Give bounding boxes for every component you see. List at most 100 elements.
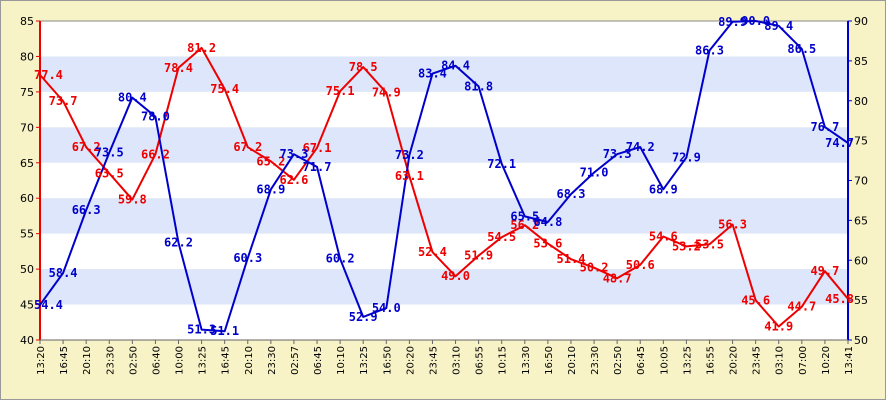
x-tick-label: 20:20 [405, 346, 416, 375]
x-tick-label: 20:10 [244, 346, 255, 375]
right-tick-label: 55 [854, 294, 868, 307]
data-label-series-2: 60.2 [326, 252, 355, 266]
data-label-series-2: 51.3 [187, 323, 216, 337]
x-tick-label: 03:10 [775, 346, 786, 375]
data-label-series-2: 64.8 [533, 215, 562, 229]
x-tick-label: 06:45 [313, 346, 324, 375]
grid-band [40, 91, 848, 128]
x-tick-label: 13:20 [36, 346, 47, 375]
data-label-series-1: 74.9 [372, 86, 401, 100]
x-tick-label: 23:30 [590, 346, 601, 375]
data-label-series-1: 53.6 [533, 237, 562, 251]
right-tick-label: 65 [854, 214, 868, 227]
data-label-series-1: 56.2 [510, 218, 539, 232]
x-tick-label: 10:00 [175, 346, 186, 375]
data-label-series-2: 90.0 [741, 14, 770, 28]
data-label-series-1: 63.1 [395, 169, 424, 183]
data-label-series-1: 53.5 [695, 237, 724, 251]
grid-band [40, 269, 848, 305]
data-label-series-1: 53.2 [672, 239, 701, 253]
data-label-series-2: 73.2 [395, 148, 424, 162]
data-label-series-1: 50.2 [580, 261, 609, 275]
data-label-series-1: 49.0 [441, 269, 470, 283]
data-label-series-1: 81.2 [187, 41, 216, 55]
data-label-series-1: 49.7 [810, 264, 839, 278]
data-label-series-1: 78.4 [164, 61, 193, 75]
data-label-series-1: 62.6 [279, 173, 308, 187]
data-label-series-2: 72.1 [487, 157, 516, 171]
data-label-series-1: 67.2 [72, 140, 101, 154]
x-tick-label: 06:55 [475, 346, 486, 375]
right-tick-label: 60 [854, 254, 868, 267]
x-tick-label: 10:20 [821, 346, 832, 375]
data-label-series-2: 80.4 [118, 91, 147, 105]
data-label-series-1: 54.6 [649, 230, 678, 244]
x-tick-label: 03:10 [452, 346, 463, 375]
data-label-series-1: 66.2 [141, 147, 170, 161]
data-label-series-2: 74.2 [626, 140, 655, 154]
data-label-series-1: 51.4 [557, 252, 586, 266]
data-label-series-1: 52.4 [418, 245, 447, 259]
x-tick-label: 20:10 [82, 346, 93, 375]
data-label-series-1: 77.4 [34, 68, 63, 82]
data-label-series-2: 73.5 [95, 146, 124, 160]
data-label-series-1: 67.1 [303, 141, 332, 155]
x-tick-label: 20:20 [729, 346, 740, 375]
data-label-series-1: 78.5 [349, 60, 378, 74]
x-tick-label: 02:50 [613, 346, 624, 375]
x-tick-label: 13:25 [198, 346, 209, 375]
x-tick-label: 10:10 [336, 346, 347, 375]
data-label-series-1: 59.8 [118, 193, 147, 207]
series-line-2 [39, 20, 849, 333]
x-tick-label: 10:05 [659, 346, 670, 375]
left-tick-label: 45 [20, 299, 34, 312]
left-tick-label: 85 [20, 15, 34, 28]
data-label-series-1: 41.9 [764, 320, 793, 334]
data-label-series-1: 45.6 [741, 293, 770, 307]
data-label-series-2: 66.3 [72, 203, 101, 217]
data-label-series-2: 89.4 [764, 19, 793, 33]
right-tick-label: 50 [854, 334, 868, 347]
data-label-series-1: 75.4 [210, 82, 239, 96]
x-tick-label: 13:25 [359, 346, 370, 375]
data-label-series-1: 73.7 [49, 94, 78, 108]
data-label-series-1: 54.5 [487, 230, 516, 244]
data-label-series-2: 86.5 [787, 42, 816, 56]
data-label-series-2: 54.4 [34, 298, 63, 312]
data-label-series-2: 71.7 [303, 160, 332, 174]
data-label-series-1: 65.2 [256, 154, 285, 168]
data-label-series-1: 48.7 [603, 271, 632, 285]
data-label-series-2: 68.3 [557, 187, 586, 201]
left-tick-label: 75 [20, 86, 34, 99]
data-label-series-2: 68.9 [649, 182, 678, 196]
left-tick-label: 80 [20, 50, 34, 63]
data-label-series-2: 52.9 [349, 310, 378, 324]
data-label-series-2: 51.1 [210, 324, 239, 338]
x-tick-label: 02:50 [128, 346, 139, 375]
left-tick-label: 50 [20, 263, 34, 276]
x-tick-label: 16:50 [544, 346, 555, 375]
data-label-series-2: 78.0 [141, 110, 170, 124]
grid-band [40, 127, 848, 163]
data-label-series-2: 54.0 [372, 301, 401, 315]
x-tick-label: 10:15 [498, 346, 509, 375]
data-label-series-2: 71.0 [580, 166, 609, 180]
data-label-series-1: 44.7 [787, 300, 816, 314]
right-tick-label: 85 [854, 55, 868, 68]
data-label-series-2: 73.3 [603, 147, 632, 161]
x-tick-label: 16:45 [221, 346, 232, 375]
data-label-series-2: 58.4 [49, 266, 78, 280]
left-tick-label: 55 [20, 228, 34, 241]
x-tick-label: 20:10 [567, 346, 578, 375]
data-label-series-2: 84.4 [441, 59, 470, 73]
data-label-series-1: 51.9 [464, 249, 493, 263]
data-label-series-1: 67.2 [233, 140, 262, 154]
data-label-series-2: 65.5 [510, 209, 539, 223]
grid-band [40, 198, 848, 234]
left-tick-label: 65 [20, 157, 34, 170]
x-tick-label: 16:55 [705, 346, 716, 375]
x-tick-label: 07:00 [798, 346, 809, 375]
x-tick-label: 23:45 [428, 346, 439, 375]
